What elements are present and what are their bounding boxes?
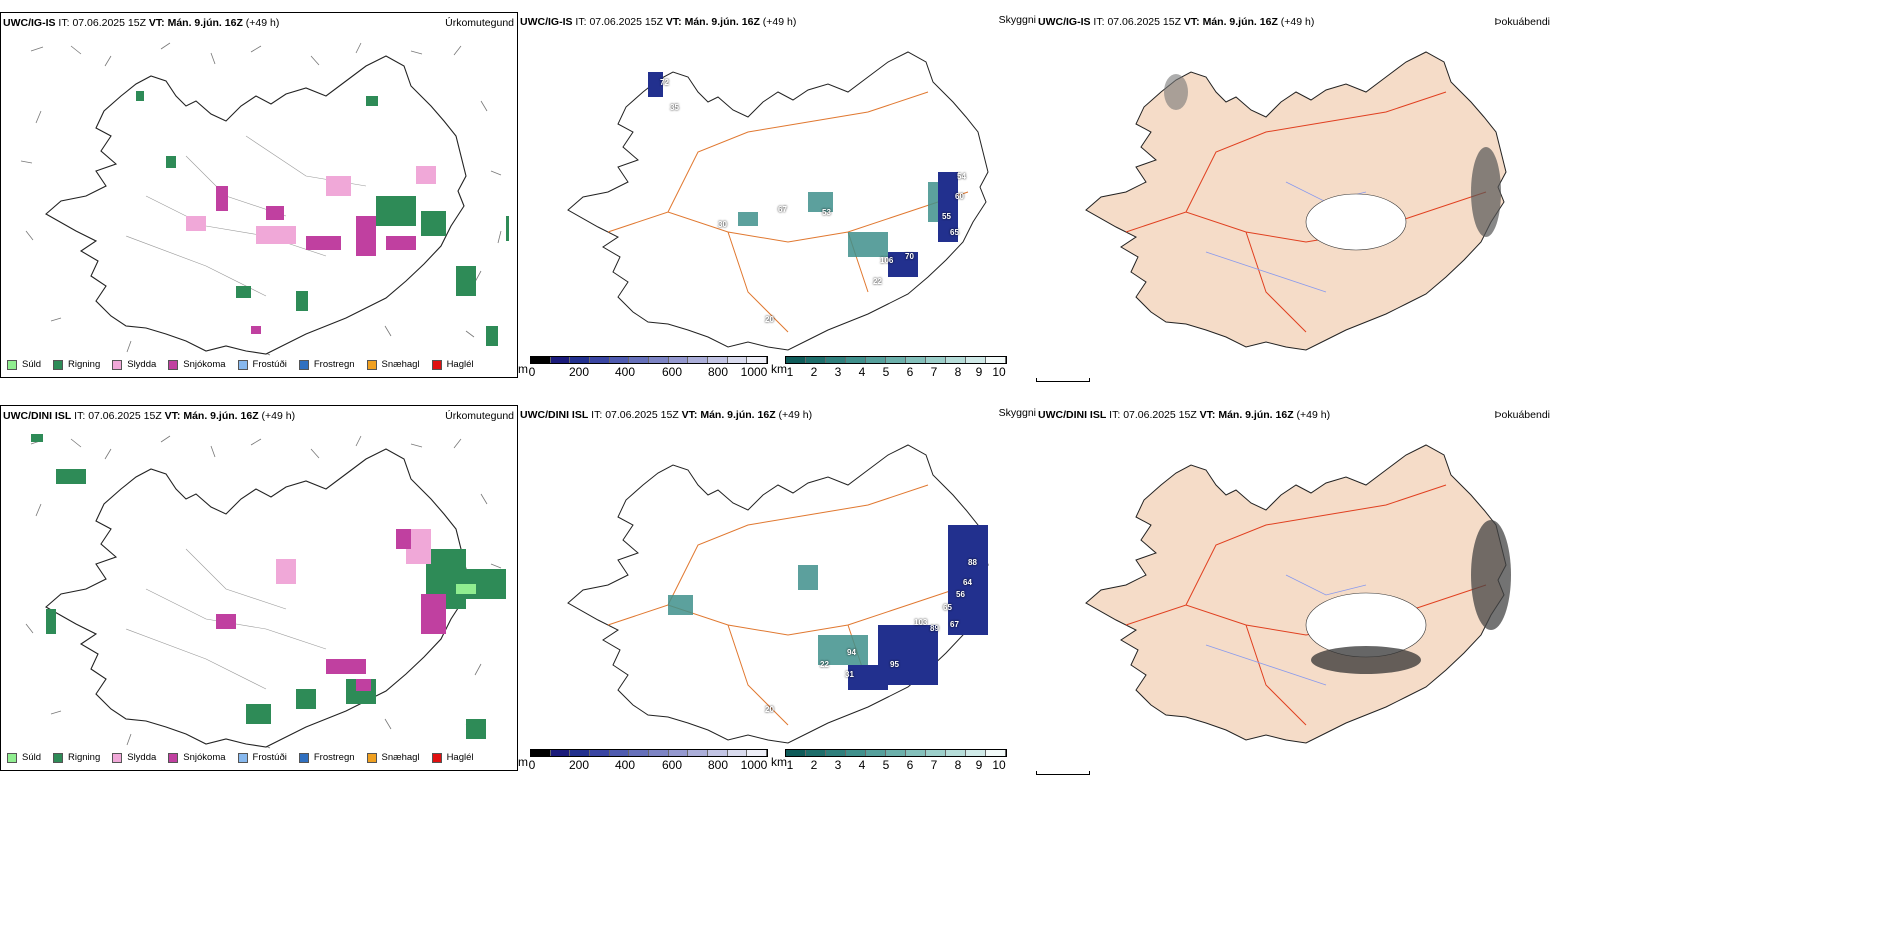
visibility-panel-row2: UWC/DINI ISL IT: 07.06.2025 15Z VT: Mán.… [518, 405, 1090, 775]
visibility-colorbar-row1: km 1 2 3 4 5 6 7 8 9 10 [771, 356, 1007, 380]
legend-item-rain: Rigning [53, 752, 100, 763]
visibility-title-row2: Skyggni [998, 407, 1036, 419]
precip-panel-row2: UWC/DINI ISL IT: 07.06.2025 15Z VT: Mán.… [0, 405, 518, 771]
vis-row1-value-label: 65 [950, 228, 959, 237]
vis-row2-value-label: 56 [956, 590, 965, 599]
vis-row1-value-label: 55 [942, 212, 951, 221]
vis-row2-value-label: 88 [968, 558, 977, 567]
height-colorbar-row2: m 0 200 400 600 800 1000 [518, 749, 768, 773]
visibility-map-row1 [567, 51, 989, 351]
vis-row1-value-label: 53 [822, 208, 831, 217]
vis-row2-value-label: 64 [963, 578, 972, 587]
vis-row1-value-label: 72 [660, 78, 669, 87]
fog-panel-row2: UWC/DINI ISL IT: 07.06.2025 15Z VT: Mán.… [1036, 405, 1556, 771]
legend-item-sleet: Slydda [112, 752, 156, 763]
height-unit: m [518, 362, 528, 376]
legend-item-snow-pellets: Snæhagl [366, 752, 420, 763]
visibility-colorbar-row2: km 1 2 3 4 5 6 7 8 9 10 [771, 749, 1007, 773]
vis-row1-value-label: 54 [957, 172, 966, 181]
visibility-unit: km [771, 755, 787, 769]
header-row1-visibility: UWC/IG-IS IT: 07.06.2025 15Z VT: Mán. 9.… [520, 16, 797, 28]
legend-item-sleet: Slydda [112, 359, 156, 370]
legend-item-snow: Snjókoma [168, 359, 226, 370]
vis-row1-value-label: 35 [670, 103, 679, 112]
vis-row2-value-label: 95 [890, 660, 899, 669]
precip-map-row2 [25, 434, 506, 749]
precip-legend-row2: Súld Rigning Slydda Snjókoma Frostúði Fr… [7, 752, 486, 763]
legend-item-snow-pellets: Snæhagl [366, 359, 420, 370]
legend-item-drizzle: Súld [7, 752, 41, 763]
header-row2-precip: UWC/DINI ISL IT: 07.06.2025 15Z VT: Mán.… [3, 410, 296, 422]
header-row1-precip: UWC/IG-IS IT: 07.06.2025 15Z VT: Mán. 9.… [3, 17, 280, 29]
legend-item-drizzle: Súld [7, 359, 41, 370]
header-row2-visibility: UWC/DINI ISL IT: 07.06.2025 15Z VT: Mán.… [520, 409, 813, 421]
header-row2-fog: UWC/DINI ISL IT: 07.06.2025 15Z VT: Mán.… [1038, 409, 1331, 421]
legend-item-freezing-rain: Frostregn [298, 752, 355, 763]
vis-row1-value-label: 60 [955, 192, 964, 201]
height-unit: m [518, 755, 528, 769]
vis-row1-value-label: 22 [873, 277, 882, 286]
vis-row1-value-label: 67 [778, 205, 787, 214]
legend-item-rain: Rigning [53, 359, 100, 370]
legend-item-hail: Haglél [431, 752, 474, 763]
fog-panel-row1: UWC/IG-IS IT: 07.06.2025 15Z VT: Mán. 9.… [1036, 12, 1556, 378]
header-row1-fog: UWC/IG-IS IT: 07.06.2025 15Z VT: Mán. 9.… [1038, 16, 1315, 28]
vis-row2-value-label: 20 [765, 705, 774, 714]
legend-item-snow: Snjókoma [168, 752, 226, 763]
legend-item-freezing-drizzle: Frostúði [237, 752, 287, 763]
vis-row2-value-label: 65 [943, 603, 952, 612]
precip-title-row2: Úrkomutegund [445, 410, 514, 422]
precip-legend-row1: Súld Rigning Slydda Snjókoma Frostúði Fr… [7, 359, 486, 370]
vis-row1-value-label: 30 [718, 220, 727, 229]
fog-map-row2 [1085, 444, 1511, 744]
fog-map-row1 [1085, 51, 1507, 351]
visibility-unit: km [771, 362, 787, 376]
height-colorbar-row1: m 0 200 400 600 800 1000 [518, 356, 768, 380]
vis-row1-value-label: 106 [880, 256, 894, 265]
precip-map-row1 [20, 42, 509, 356]
vis-row2-value-label: 103 [914, 618, 928, 627]
vis-row2-value-label: 31 [845, 670, 854, 679]
fog-title-row2: Þokuábendi [1494, 409, 1550, 421]
visibility-title-row1: Skyggni [998, 14, 1036, 26]
precip-panel-row1: UWC/IG-IS IT: 07.06.2025 15Z VT: Mán. 9.… [0, 12, 518, 378]
vis-row2-value-label: 67 [950, 620, 959, 629]
precip-title-row1: Úrkomutegund [445, 17, 514, 29]
vis-row1-value-label: 70 [905, 252, 914, 261]
legend-item-freezing-drizzle: Frostúði [237, 359, 287, 370]
vis-row2-value-label: 89 [930, 624, 939, 633]
vis-row1-value-label: 20 [765, 315, 774, 324]
vis-row2-value-label: 22 [820, 660, 829, 669]
vis-row2-value-label: 94 [847, 648, 856, 657]
legend-item-hail: Haglél [431, 359, 474, 370]
legend-item-freezing-rain: Frostregn [298, 359, 355, 370]
fog-title-row1: Þokuábendi [1494, 16, 1550, 28]
visibility-map-row2 [567, 444, 989, 744]
